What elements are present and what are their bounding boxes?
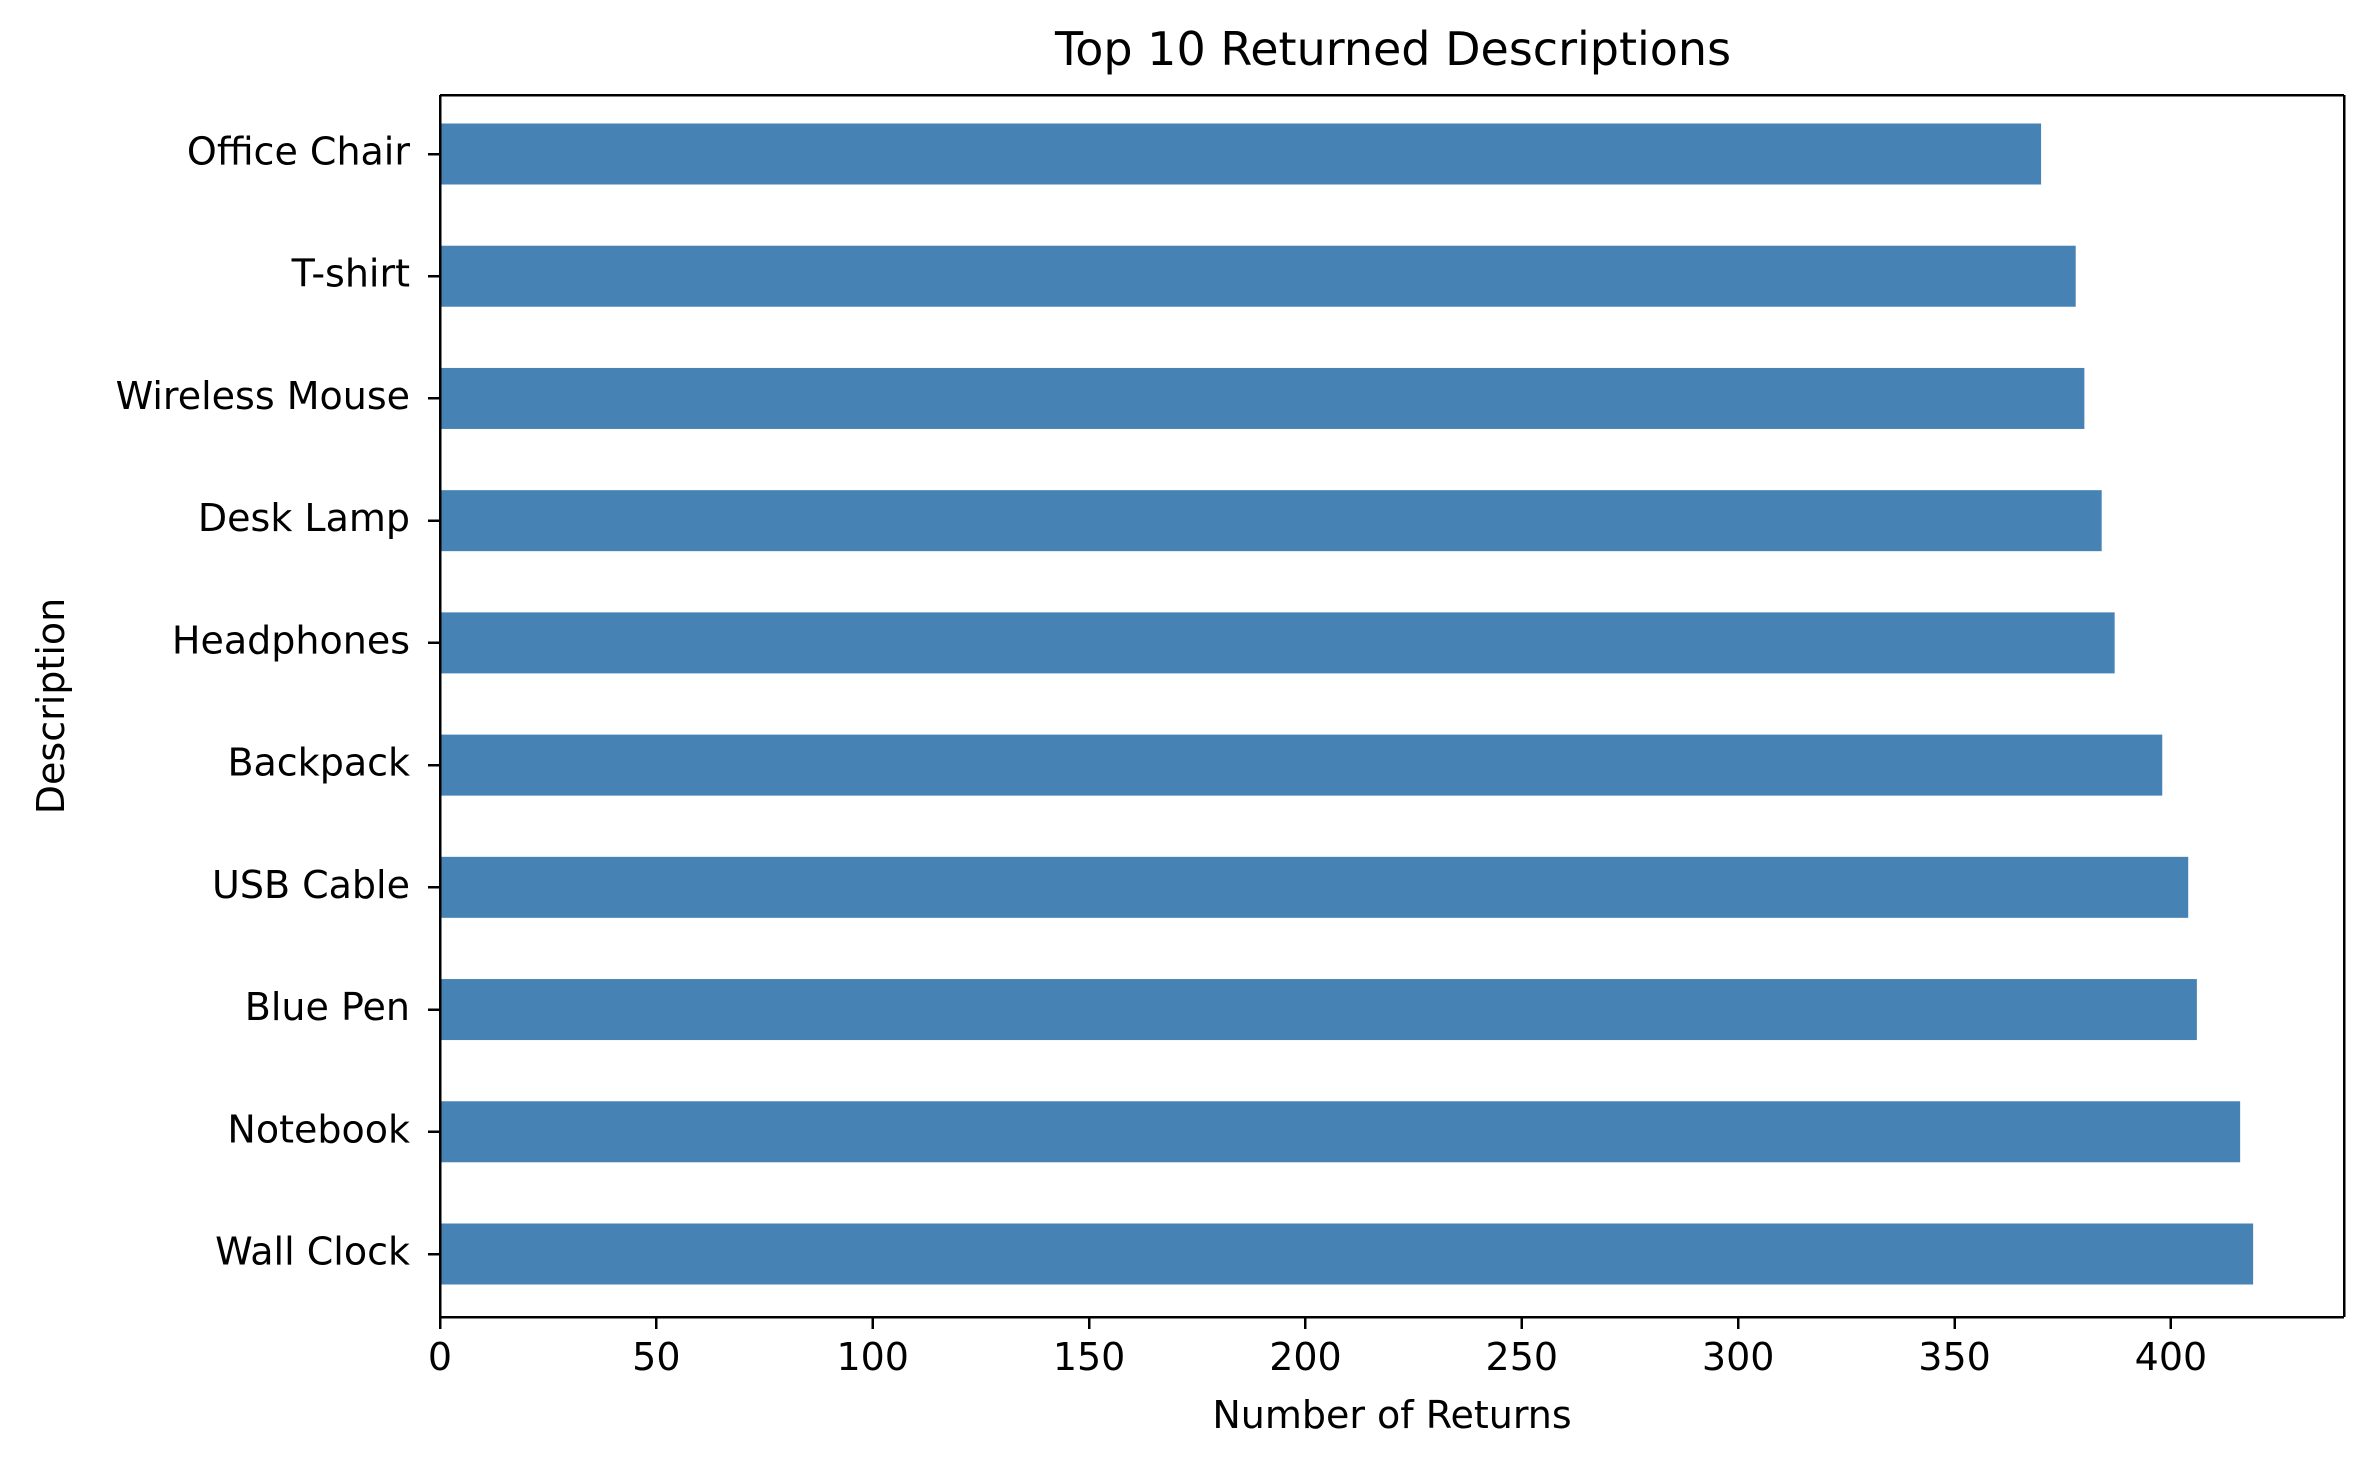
x-tick-label: 150 [1053,1335,1126,1379]
bar-desk-lamp [440,490,2102,552]
x-tick-label: 250 [1486,1335,1559,1379]
x-tick-label: 100 [836,1335,909,1379]
y-tick-label: Office Chair [187,130,410,174]
chart-title: Top 10 Returned Descriptions [1054,22,1731,76]
bar-wireless-mouse [440,367,2085,429]
bar-office-chair [440,123,2042,185]
y-tick-label: T-shirt [291,252,410,296]
bar-notebook [440,1101,2241,1163]
y-tick-label: Wireless Mouse [116,374,410,418]
y-tick-label: Backpack [227,741,410,785]
x-tick-label: 0 [428,1335,452,1379]
bar-headphones [440,612,2115,674]
x-tick-label: 50 [632,1335,680,1379]
y-tick-label: Headphones [172,618,410,662]
x-tick-label: 200 [1269,1335,1342,1379]
y-tick-label: USB Cable [212,863,410,907]
x-axis-title: Number of Returns [1212,1393,1571,1437]
bar-usb-cable [440,856,2189,918]
ticks-layer [428,152,2173,1329]
bar-backpack [440,734,2163,796]
bar-blue-pen [440,979,2197,1041]
bars-layer [440,123,2254,1285]
y-tick-label: Desk Lamp [198,496,410,540]
bar-wall-clock [440,1223,2254,1285]
y-tick-label: Notebook [227,1107,410,1151]
x-tick-label: 300 [1702,1335,1775,1379]
x-tick-label: 400 [2135,1335,2208,1379]
bar-t-shirt [440,245,2076,307]
y-tick-label: Wall Clock [215,1230,410,1274]
x-tick-label: 350 [1918,1335,1991,1379]
labels-layer: Office Chair T-shirt Wireless Mouse Desk La… [116,130,2208,1380]
y-axis-title: Description [29,598,73,814]
y-tick-label: Blue Pen [245,985,410,1029]
